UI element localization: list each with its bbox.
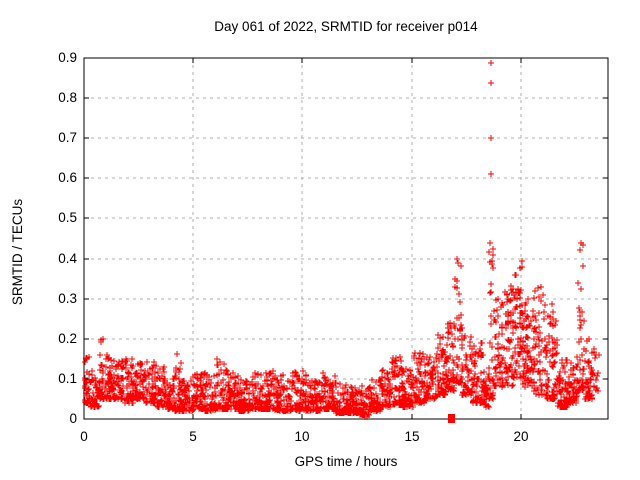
y-tick-label: 0.1: [58, 371, 77, 386]
x-tick-label: 15: [404, 429, 419, 444]
y-tick-label: 0.8: [58, 90, 77, 105]
y-tick-label: 0.3: [58, 291, 77, 306]
chart-title: Day 061 of 2022, SRMTID for receiver p01…: [214, 19, 478, 34]
axis-ticks: [83, 57, 608, 420]
x-tick-label: 0: [80, 429, 88, 444]
data-point-markers: [82, 60, 602, 420]
x-tick-label: 10: [294, 429, 309, 444]
y-tick-label: 0.2: [58, 331, 77, 346]
grid-lines: [84, 58, 608, 419]
y-tick-label: 0.9: [58, 50, 77, 65]
plot-border: [83, 57, 609, 420]
tick-labels: 0 5 10 15 20 0 0.1 0.2 0.3 0.4 0.5 0.6 0.7 0.8 0.9: [58, 50, 528, 444]
y-tick-label: 0.7: [58, 130, 77, 145]
y-tick-label: 0.6: [58, 170, 77, 185]
x-axis-label: GPS time / hours: [295, 454, 398, 469]
y-tick-label: 0: [69, 411, 77, 426]
y-tick-label: 0.4: [58, 251, 77, 266]
y-tick-label: 0.5: [58, 210, 77, 225]
axis-square-marker: [448, 414, 455, 423]
scatter-points: [82, 60, 602, 423]
x-tick-label: 20: [513, 429, 528, 444]
y-axis-label: SRMTID / TECUs: [10, 199, 25, 306]
x-tick-label: 5: [189, 429, 197, 444]
